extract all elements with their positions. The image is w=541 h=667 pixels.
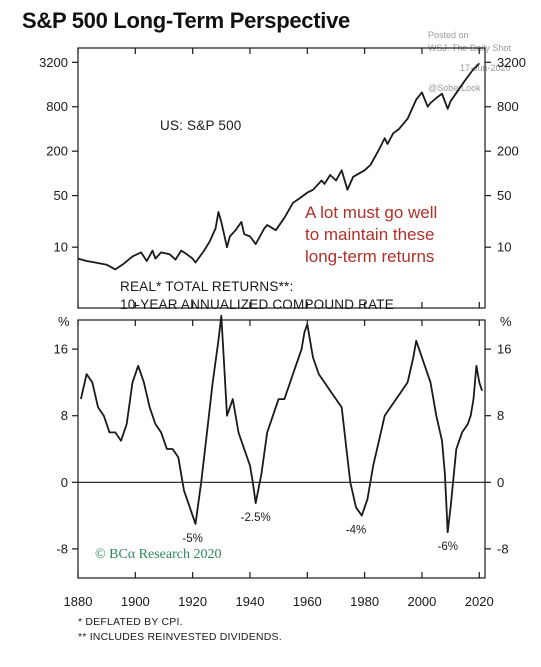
top-y-tick-label-left: 200: [46, 144, 68, 159]
top-series-label: US: S&P 500: [160, 118, 242, 133]
bottom-y-tick-label-left: 0: [61, 475, 68, 490]
top-y-tick-label-left: 10: [54, 240, 68, 255]
x-tick-label: 1980: [350, 594, 379, 609]
x-tick-label: 1900: [121, 594, 150, 609]
sp500-line: [77, 62, 480, 271]
top-y-tick-label-left: 3200: [39, 55, 68, 70]
x-tick-label: 2020: [465, 594, 494, 609]
x-tick-label: 1960: [293, 594, 322, 609]
unit-left: %: [58, 314, 70, 329]
x-axis-ticks: 1880 1900 1920 1940 1960 1980 2000 2020: [64, 48, 494, 609]
top-y-tick-label-left: 800: [46, 99, 68, 114]
watermark-line-1: Posted on: [428, 30, 469, 40]
returns-line: [80, 314, 483, 534]
callout-line-3: long-term returns: [305, 247, 434, 266]
top-y-tick-label-right: 800: [497, 99, 519, 114]
trough-callout-label: -2.5%: [241, 512, 271, 524]
top-y-tick-label-right: 3200: [497, 55, 526, 70]
footnote-2: ** INCLUDES REINVESTED DIVIDENDS.: [78, 631, 282, 643]
trough-callout-label: -5%: [182, 533, 202, 545]
bottom-panel: % % -8 -8 0 0 8 8 16 16 -5% -2.5% -4% -6% © BCα Re…: [54, 314, 512, 579]
x-tick-label: 1920: [178, 594, 207, 609]
top-panel: 10 10 50 50 200 200 800 800 3200 3200 US: S&P 500…: [39, 47, 526, 309]
top-y-tick-label-left: 50: [54, 188, 68, 203]
bottom-title-line-1: REAL* TOTAL RETURNS**:: [120, 279, 293, 294]
top-y-ticks: 10 10 50 50 200 200 800 800 3200 3200: [39, 55, 526, 255]
top-y-tick-label-right: 200: [497, 144, 519, 159]
bottom-panel-frame: [77, 319, 486, 579]
copyright: © BCα Research 2020: [95, 547, 221, 562]
trough-callouts: -5% -2.5% -4% -6%: [182, 512, 458, 553]
chart-title: S&P 500 Long-Term Perspective: [22, 8, 350, 33]
x-tick-label: 1940: [236, 594, 265, 609]
footnote-1: * DEFLATED BY CPI.: [78, 616, 183, 628]
top-y-tick-label-right: 10: [497, 240, 511, 255]
bottom-y-tick-label-left: 8: [61, 408, 68, 423]
trough-callout-label: -6%: [438, 541, 458, 553]
top-y-tick-label-right: 50: [497, 188, 511, 203]
trough-callout-label: -4%: [346, 525, 366, 537]
bottom-y-tick-label-left: -8: [56, 541, 68, 556]
top-panel-frame: [77, 47, 486, 309]
callout-line-2: to maintain these: [305, 225, 434, 244]
unit-right: %: [500, 314, 512, 329]
bottom-y-tick-label-right: 16: [497, 342, 511, 357]
x-tick-label: 2000: [407, 594, 436, 609]
x-tick-label: 1880: [64, 594, 93, 609]
bottom-y-tick-label-left: 16: [54, 342, 68, 357]
bottom-y-ticks: -8 -8 0 0 8 8 16 16: [54, 342, 512, 557]
bottom-y-tick-label-right: -8: [497, 541, 509, 556]
bottom-y-tick-label-right: 8: [497, 408, 504, 423]
watermark-line-4: @SoberLook: [428, 83, 481, 93]
callout-line-1: A lot must go well: [305, 203, 437, 222]
bottom-title-line-2: 10-YEAR ANNUALIZED COMPOUND RATE: [120, 297, 394, 312]
bottom-y-tick-label-right: 0: [497, 475, 504, 490]
